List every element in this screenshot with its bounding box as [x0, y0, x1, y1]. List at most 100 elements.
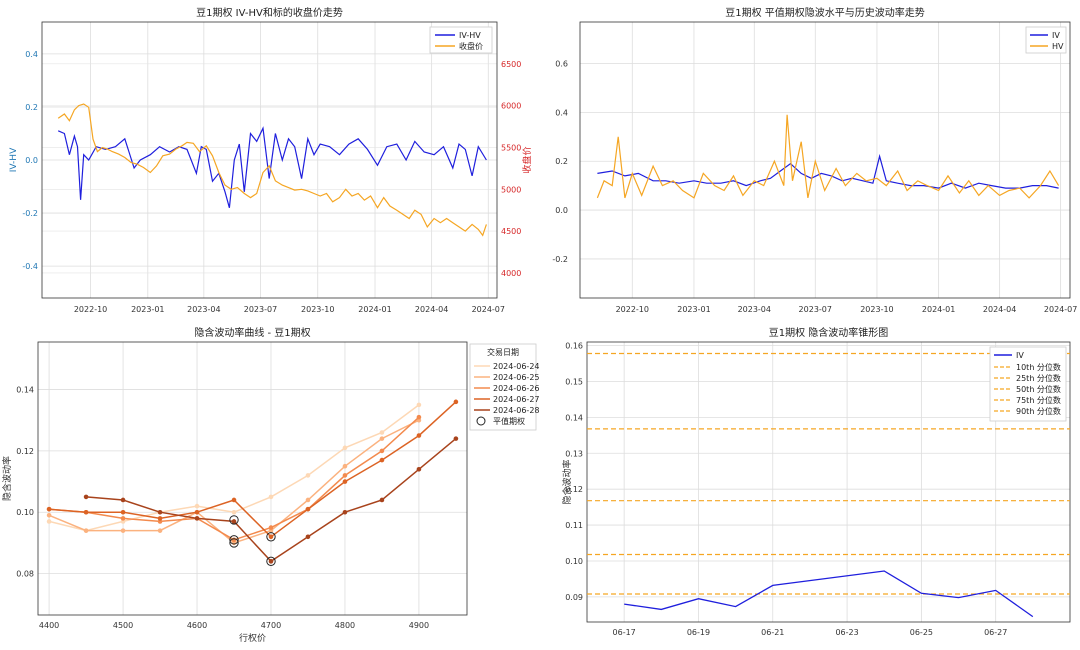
legend-box [429, 26, 493, 54]
legend-label: 2024-06-27 [493, 395, 540, 404]
chart-title: 豆1期权 IV-HV和标的收盘价走势 [196, 6, 343, 19]
data-point [120, 497, 126, 503]
x-tick-label: 2023-10 [301, 305, 334, 314]
data-point [416, 402, 422, 408]
legend: 交易日期 2024-06-24 2024-06-25 2024-06-26 2024-0… [469, 343, 540, 431]
chart-title: 豆1期权 平值期权隐波水平与历史波动率走势 [725, 6, 925, 19]
data-point [268, 559, 274, 564]
data-point [305, 534, 311, 540]
legend-box [989, 346, 1067, 422]
y-tick-label: 0.13 [565, 449, 583, 458]
y2-tick-label: 5000 [501, 185, 521, 194]
x-tick-label: 4700 [261, 621, 281, 630]
legend-label: 10th 分位数 [1016, 362, 1061, 372]
y-tick-label: 0.12 [16, 447, 34, 456]
x-tick-label: 2024-07 [472, 305, 505, 314]
chart-iv-cone: 06-17 06-19 06-21 06-23 06-25 06-27 0.09 0.10 0.… [561, 326, 1071, 637]
atm-marker [229, 535, 239, 545]
chart-iv-smile: 4400 4500 4600 4700 4800 4900 0.08 0.10 0.12 0.14… [1, 326, 540, 644]
data-point [268, 534, 274, 540]
data-point [379, 430, 385, 435]
legend-label: 平值期权 [493, 416, 525, 426]
y-axis-label: 隐含波动率 [1, 456, 13, 501]
y-tick-label: 0.14 [16, 386, 34, 395]
data-point [120, 509, 126, 515]
y-tick-label: 0.11 [565, 521, 583, 530]
y-tick-label: -0.2 [22, 209, 38, 218]
legend-title: 交易日期 [487, 347, 519, 357]
x-tick-label: 06-23 [835, 628, 858, 637]
x-tick-label: 2022-10 [616, 305, 649, 314]
plot-frame [586, 341, 1071, 623]
y-tick-label: 0.14 [565, 413, 583, 422]
x-tick-label: 06-27 [984, 628, 1007, 637]
y-tick-label: 0.2 [25, 103, 38, 112]
x-tick-label: 2024-04 [983, 305, 1016, 314]
y-axis-label: IV-HV [9, 147, 19, 172]
data-point [46, 513, 52, 518]
plot-frame [37, 341, 468, 616]
x-tick-label: 2023-04 [187, 305, 220, 314]
data-point [379, 457, 385, 463]
x-tick-label: 4500 [113, 621, 133, 630]
data-point [416, 414, 422, 420]
data-point [194, 503, 200, 509]
data-point [46, 506, 52, 512]
data-point [194, 509, 200, 515]
data-point [268, 494, 274, 500]
x-tick-label: 4400 [39, 621, 59, 630]
legend-label: 2024-06-25 [493, 373, 540, 382]
series-line [49, 401, 457, 538]
legend-label: 2024-06-26 [493, 384, 540, 393]
legend-label: 90th 分位数 [1016, 406, 1061, 416]
legend-label: IV [1052, 31, 1060, 40]
y2-tick-label: 4000 [501, 269, 521, 278]
legend-label: 50th 分位数 [1016, 384, 1061, 394]
y-tick-label: -0.4 [22, 262, 38, 271]
data-point [342, 445, 348, 451]
data-point [453, 399, 459, 405]
y-tick-label: 0.4 [25, 50, 38, 59]
legend-label: 75th 分位数 [1016, 395, 1061, 405]
legend-label: IV [1016, 351, 1024, 360]
x-tick-label: 2023-07 [799, 305, 832, 314]
data-point [379, 497, 385, 503]
legend-label: 25th 分位数 [1016, 373, 1061, 383]
x-tick-label: 06-17 [613, 628, 636, 637]
y2-tick-label: 4500 [501, 227, 521, 236]
x-axis-label: 行权价 [239, 632, 266, 644]
chart-iv-hv-trend: 2022-10 2023-01 2023-04 2023-07 2023-10 2024-… [552, 6, 1077, 314]
y-tick-label: -0.2 [552, 255, 568, 264]
x-tick-label: 4900 [409, 621, 429, 630]
y-tick-label: 0.0 [555, 206, 568, 215]
chart-title: 隐含波动率曲线 - 豆1期权 [194, 326, 310, 339]
legend-label: 收盘价 [459, 41, 483, 51]
data-point [379, 436, 385, 441]
x-tick-label: 06-21 [761, 628, 784, 637]
x-tick-label: 2024-01 [922, 305, 955, 314]
data-point [305, 497, 311, 503]
data-point [157, 509, 163, 515]
atm-marker [266, 532, 276, 542]
series-line-iv-hv [57, 126, 487, 208]
y-tick-label: 0.15 [565, 377, 583, 386]
x-tick-label: 06-25 [910, 628, 933, 637]
series-line-close [57, 103, 487, 237]
legend-label: 2024-06-24 [493, 362, 540, 371]
data-point [342, 473, 348, 478]
data-point [120, 528, 126, 533]
y2-tick-label: 6000 [501, 102, 521, 111]
plot-frame [41, 21, 498, 299]
legend-label: HV [1052, 42, 1064, 51]
atm-marker [229, 515, 239, 525]
x-tick-label: 2024-01 [358, 305, 391, 314]
data-point [231, 509, 237, 515]
legend-box [1025, 26, 1067, 54]
data-point [83, 494, 89, 500]
y-tick-label: 0.08 [16, 570, 34, 579]
y-axis-label: 隐含波动率 [561, 459, 573, 504]
